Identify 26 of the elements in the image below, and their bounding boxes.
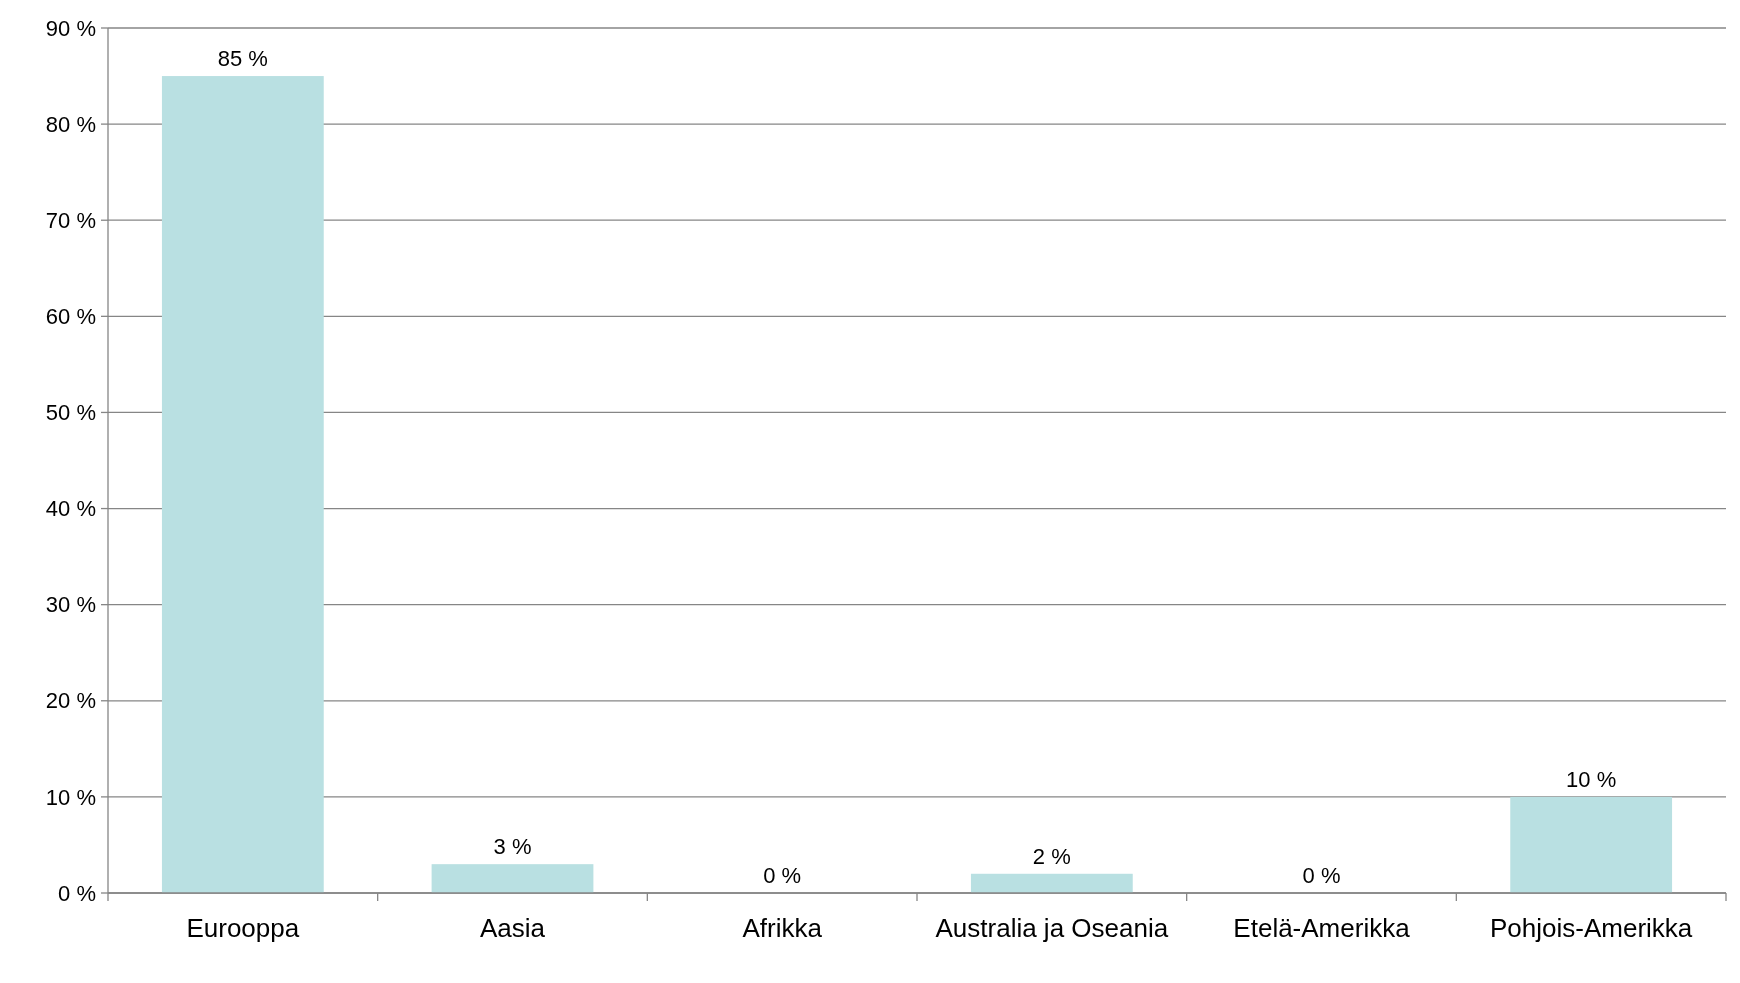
data-label: 3 % [493, 834, 532, 860]
y-tick-label: 70 % [45, 207, 96, 233]
bar [431, 864, 594, 893]
data-label: 85 % [217, 46, 268, 72]
y-tick-label: 60 % [45, 304, 96, 330]
y-tick-label: 0 % [58, 880, 96, 906]
bar [970, 873, 1133, 893]
data-label: 0 % [1302, 863, 1341, 888]
x-tick-label: Etelä-Amerikka [1233, 913, 1411, 943]
y-tick-label: 50 % [45, 400, 96, 426]
y-tick-label: 40 % [45, 496, 96, 522]
data-label: 10 % [1566, 766, 1617, 792]
data-label: 2 % [1032, 843, 1071, 869]
x-tick-label: Aasia [479, 913, 546, 943]
bar [1510, 796, 1673, 893]
x-tick-label: Australia ja Oseania [935, 913, 1169, 943]
y-tick-label: 80 % [45, 111, 96, 137]
y-tick-label: 20 % [45, 688, 96, 714]
x-tick-label: Afrikka [742, 913, 823, 943]
y-tick-label: 10 % [45, 784, 96, 810]
bar [161, 76, 324, 893]
x-tick-label: Eurooppa [186, 913, 300, 943]
data-label: 0 % [763, 863, 802, 888]
y-tick-label: 90 % [45, 15, 96, 41]
y-tick-label: 30 % [45, 592, 96, 618]
x-tick-label: Pohjois-Amerikka [1490, 913, 1693, 943]
